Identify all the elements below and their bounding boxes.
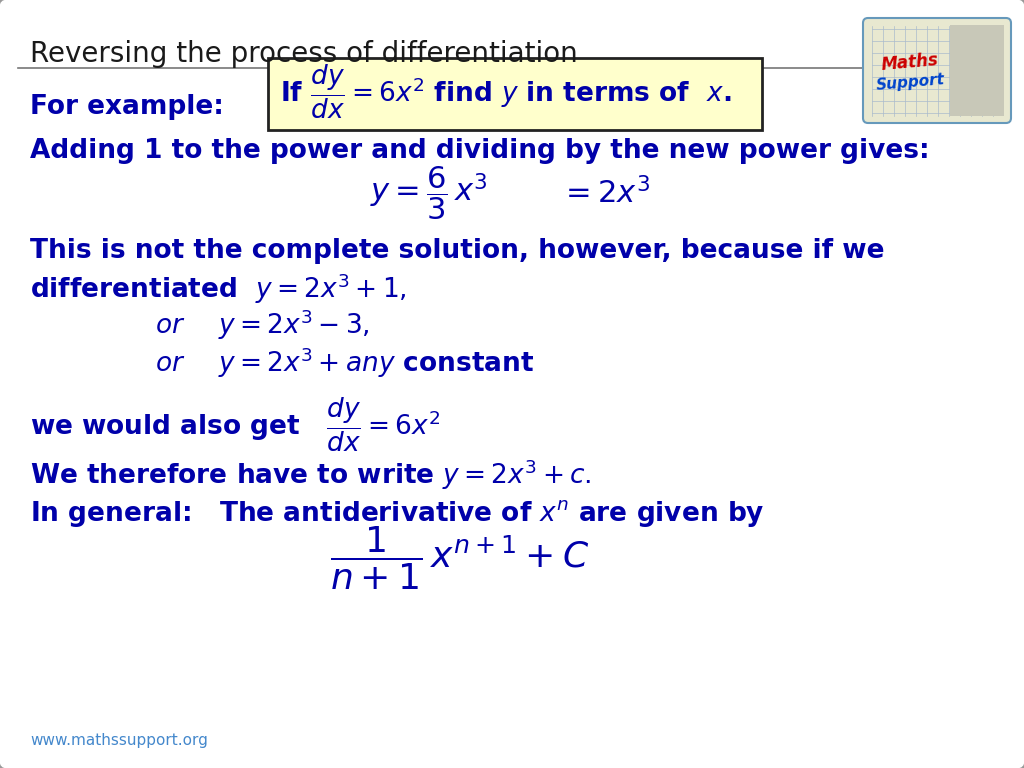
Text: differentiated  $y = 2x^3 + 1,$: differentiated $y = 2x^3 + 1,$ [30, 271, 407, 306]
Text: we would also get   $\dfrac{dy}{dx} = 6x^2$: we would also get $\dfrac{dy}{dx} = 6x^2… [30, 396, 440, 454]
Text: We therefore have to write $y = 2x^3 + c.$: We therefore have to write $y = 2x^3 + c… [30, 458, 592, 492]
Text: In general:   The antiderivative of $x^n$ are given by: In general: The antiderivative of $x^n$ … [30, 498, 765, 529]
FancyBboxPatch shape [950, 25, 1004, 116]
FancyBboxPatch shape [268, 58, 762, 130]
Text: $= 2x^3$: $= 2x^3$ [560, 177, 650, 209]
Text: For example:: For example: [30, 94, 224, 120]
Text: Reversing the process of differentiation: Reversing the process of differentiation [30, 40, 578, 68]
Text: $\dfrac{1}{n+1}\, x^{n+1} + C$: $\dfrac{1}{n+1}\, x^{n+1} + C$ [330, 525, 589, 591]
Text: This is not the complete solution, however, because if we: This is not the complete solution, howev… [30, 238, 885, 264]
Text: www.mathssupport.org: www.mathssupport.org [30, 733, 208, 747]
Text: $\mathit{or}$    $y = 2x^3 + \mathit{any}$ constant: $\mathit{or}$ $y = 2x^3 + \mathit{any}$ … [155, 345, 535, 379]
Text: If $\dfrac{dy}{dx} = 6x^2$ find $y$ in terms of  $x$.: If $\dfrac{dy}{dx} = 6x^2$ find $y$ in t… [280, 63, 732, 121]
FancyBboxPatch shape [863, 18, 1011, 123]
Text: $y = \dfrac{6}{3}\,x^3$: $y = \dfrac{6}{3}\,x^3$ [370, 164, 487, 222]
Text: Adding 1 to the power and dividing by the new power gives:: Adding 1 to the power and dividing by th… [30, 138, 930, 164]
Text: Maths: Maths [881, 51, 939, 74]
Text: $\mathit{or}$    $y = 2x^3 - 3,$: $\mathit{or}$ $y = 2x^3 - 3,$ [155, 308, 370, 343]
Text: Support: Support [876, 72, 945, 94]
